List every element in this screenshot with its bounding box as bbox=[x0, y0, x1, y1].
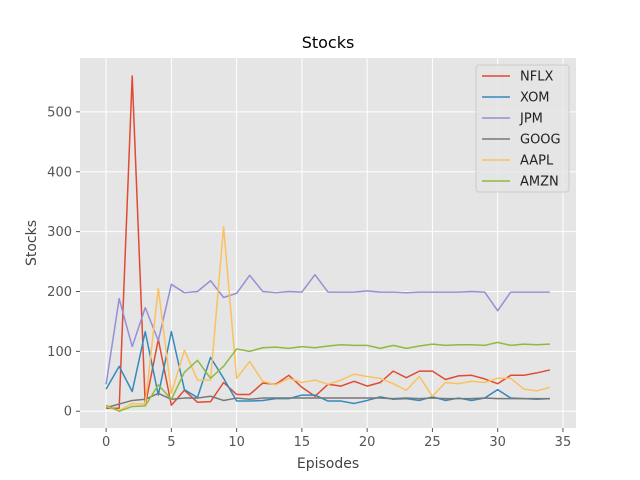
x-tick-label: 0 bbox=[102, 435, 110, 450]
x-tick-label: 5 bbox=[167, 435, 175, 450]
legend-label-jpm: JPM bbox=[519, 112, 543, 127]
legend-label-aapl: AAPL bbox=[520, 154, 554, 169]
series-line-goog bbox=[105, 392, 550, 409]
x-tick-label: 25 bbox=[424, 435, 441, 450]
x-tick-label: 15 bbox=[294, 435, 311, 450]
series-line-xom bbox=[105, 330, 550, 405]
y-tick-label: 300 bbox=[47, 225, 72, 240]
y-tick-label: 500 bbox=[47, 105, 72, 120]
legend-label-goog: GOOG bbox=[520, 133, 561, 148]
y-tick-label: 400 bbox=[47, 165, 72, 180]
y-tick-label: 0 bbox=[64, 405, 72, 420]
legend-label-nflx: NFLX bbox=[520, 70, 553, 85]
x-tick-label: 20 bbox=[359, 435, 376, 450]
series-line-aapl bbox=[105, 226, 551, 412]
series-line-amzn bbox=[105, 341, 550, 412]
x-axis-label: Episodes bbox=[297, 456, 359, 472]
y-axis-label: Stocks bbox=[24, 220, 40, 266]
x-tick-label: 35 bbox=[555, 435, 572, 450]
tick-labels: 0 5 10 15 20 25 30 35 0 100 200 300 400 500 bbox=[47, 105, 571, 450]
y-tick-label: 100 bbox=[47, 345, 72, 360]
legend-label-xom: XOM bbox=[520, 91, 550, 106]
legend: NFLX XOM JPM GOOG AAPL AMZN bbox=[475, 64, 570, 193]
y-tick-label: 200 bbox=[47, 285, 72, 300]
x-tick-label: 30 bbox=[489, 435, 506, 450]
series-line-jpm bbox=[105, 273, 550, 385]
legend-label-amzn: AMZN bbox=[520, 175, 559, 190]
x-tick-label: 10 bbox=[228, 435, 245, 450]
chart-title: Stocks bbox=[302, 33, 355, 52]
series-layer bbox=[105, 75, 551, 412]
